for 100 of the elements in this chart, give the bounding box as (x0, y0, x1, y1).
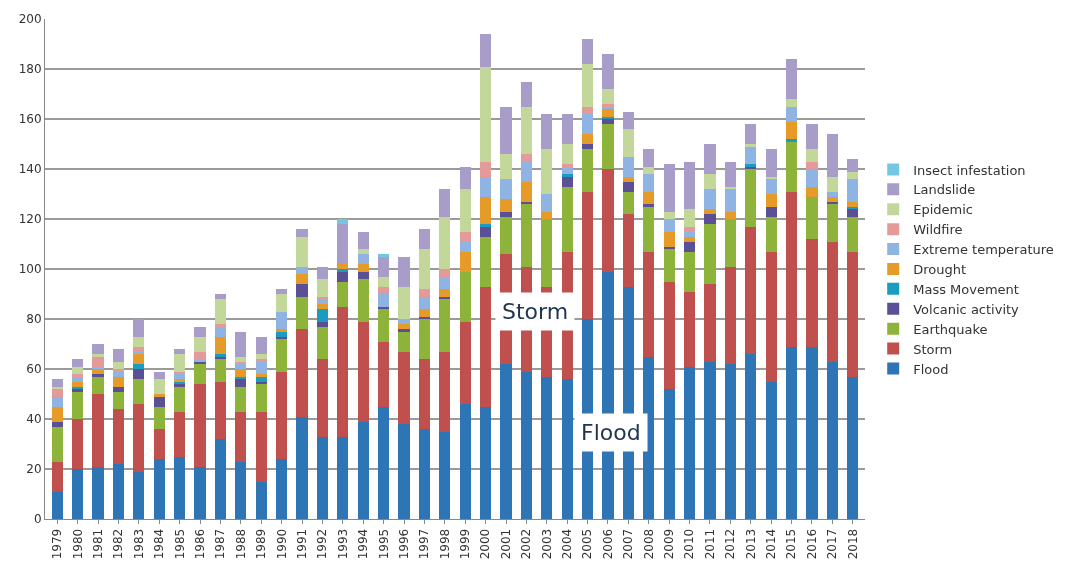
bar (500, 106, 512, 154)
bar (663, 164, 675, 212)
bar (112, 349, 125, 362)
x-tick-label: 2004 (560, 528, 575, 560)
bar (214, 336, 227, 354)
bar (337, 269, 349, 272)
bar (622, 214, 634, 287)
bar (72, 391, 84, 419)
x-tick-label: 1999 (458, 528, 473, 560)
annotation: Storm (502, 299, 569, 324)
x-tick-label: 1997 (417, 528, 432, 560)
bar (765, 179, 777, 194)
legend-label: Extreme temperature (913, 242, 1054, 258)
bar (51, 379, 63, 387)
bar (581, 106, 594, 114)
bar (133, 404, 145, 472)
bar (520, 81, 532, 107)
bar (541, 114, 553, 149)
bar (92, 354, 104, 357)
bar (378, 254, 390, 257)
bar (704, 214, 716, 224)
bar (398, 351, 410, 424)
bar (683, 291, 696, 367)
bar (316, 321, 329, 327)
bar (72, 376, 84, 382)
bar (72, 366, 84, 374)
bar (602, 89, 614, 104)
bar (174, 374, 186, 379)
bar (72, 419, 84, 469)
bar (112, 361, 125, 369)
bar (479, 286, 492, 407)
bar (357, 279, 369, 322)
bar (276, 459, 288, 519)
bar (622, 191, 634, 214)
bar (357, 254, 369, 264)
bar (643, 251, 655, 357)
bar (826, 134, 838, 177)
x-tick-label: 1990 (274, 528, 289, 560)
x-tick-label: 1985 (172, 528, 187, 560)
bar (316, 299, 329, 304)
legend-label: Earthquake (913, 321, 988, 337)
bar (479, 66, 492, 162)
bar (51, 389, 63, 397)
bar (337, 271, 349, 282)
bar (112, 409, 125, 464)
y-tick-label: 120 (18, 212, 42, 227)
bar (602, 169, 614, 272)
bar (500, 199, 512, 212)
bar (683, 231, 696, 237)
y-tick-label: 140 (18, 162, 42, 177)
bar (337, 281, 349, 307)
bar (296, 284, 308, 297)
x-tick-label: 1988 (233, 528, 248, 560)
bar (112, 386, 125, 392)
bar (133, 319, 145, 337)
bar (439, 189, 451, 217)
x-tick-label: 1992 (315, 528, 330, 560)
bar (418, 309, 431, 317)
bar (561, 114, 573, 144)
bar (724, 364, 736, 519)
bar (418, 359, 431, 429)
bar (439, 351, 451, 432)
bar (479, 224, 492, 227)
legend-label: Volcanic activity (913, 301, 1020, 317)
bar (378, 286, 390, 294)
legend-label: Drought (913, 262, 967, 278)
bar (337, 219, 349, 224)
bar (561, 144, 573, 164)
bar (826, 361, 838, 519)
bar (704, 174, 716, 189)
bar (153, 396, 165, 407)
bar (255, 361, 267, 374)
bar (255, 384, 267, 412)
x-tick-label: 1986 (192, 528, 207, 560)
bar (439, 276, 451, 289)
bar (479, 406, 492, 519)
bar (806, 346, 818, 519)
bar (826, 191, 838, 197)
bar (255, 481, 267, 519)
bar (112, 371, 125, 377)
x-tick-label: 1982 (111, 528, 126, 560)
bar (337, 436, 349, 519)
x-tick-label: 1983 (131, 528, 146, 560)
bar (276, 311, 288, 329)
bar (51, 396, 63, 407)
bar (479, 226, 492, 237)
bar (826, 204, 838, 242)
bar (316, 266, 329, 279)
bar (398, 424, 410, 519)
bar (561, 379, 573, 519)
bar (214, 359, 227, 382)
bar (112, 464, 125, 519)
bar (541, 149, 553, 194)
bar (92, 356, 104, 367)
bar (602, 124, 614, 169)
bar (765, 194, 777, 207)
bar (785, 191, 798, 347)
bar (296, 229, 308, 237)
bar (806, 124, 818, 149)
bar (174, 456, 186, 519)
